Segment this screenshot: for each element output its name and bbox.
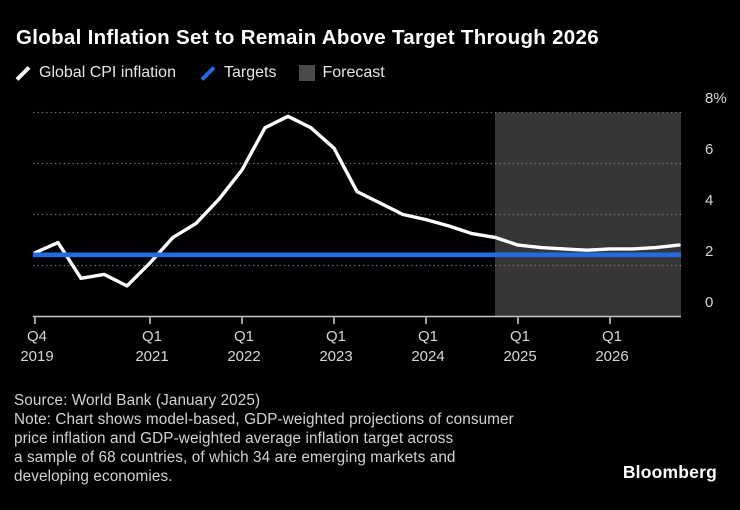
y-tick-label: 2 bbox=[705, 243, 713, 260]
x-tick-quarter-label: Q1 bbox=[510, 328, 530, 345]
legend-item-global-cpi: Global CPI inflation bbox=[14, 64, 176, 82]
note-line: a sample of 68 countries, of which 34 ar… bbox=[14, 449, 456, 466]
legend-label: Global CPI inflation bbox=[39, 64, 176, 81]
x-tick-year-label: 2025 bbox=[503, 348, 536, 365]
source-note: Source: World Bank (January 2025) Note: … bbox=[14, 391, 514, 486]
x-tick-year-label: 2023 bbox=[319, 348, 352, 365]
x-tick-quarter-label: Q1 bbox=[326, 328, 346, 345]
legend-label: Targets bbox=[223, 64, 277, 81]
legend-item-forecast: Forecast bbox=[299, 64, 385, 82]
note-line: developing economies. bbox=[14, 468, 173, 485]
x-tick-quarter-label: Q4 bbox=[27, 328, 47, 345]
legend-item-targets: Targets bbox=[199, 64, 276, 82]
chart-legend: Global CPI inflation Targets Forecast bbox=[14, 62, 385, 84]
x-tick-quarter-label: Q1 bbox=[142, 328, 162, 345]
inflation-line-chart: 8% 6 4 2 0 Q4 2019 Q1 2021 Q1 2022 Q1 2023 Q1 2024 Q1 20… bbox=[20, 90, 727, 365]
forecast-swatch-icon bbox=[299, 65, 316, 81]
x-tick-year-label: 2026 bbox=[595, 348, 628, 365]
y-tick-label: 4 bbox=[705, 192, 713, 209]
y-tick-label: 8% bbox=[705, 90, 727, 107]
bloomberg-logo: Bloomberg bbox=[622, 462, 717, 482]
x-tick-quarter-label: Q1 bbox=[602, 328, 622, 345]
legend-label: Forecast bbox=[322, 64, 385, 81]
note-line: Note: Chart shows model-based, GDP-weigh… bbox=[14, 411, 514, 428]
x-tick-year-label: 2022 bbox=[227, 348, 260, 365]
white-line-swatch-icon bbox=[15, 65, 31, 81]
x-tick-quarter-label: Q1 bbox=[234, 328, 254, 345]
x-tick-year-label: 2019 bbox=[20, 348, 53, 365]
x-tick-year-label: 2021 bbox=[135, 348, 168, 365]
x-tick-year-label: 2024 bbox=[411, 348, 444, 365]
x-tick-quarter-label: Q1 bbox=[418, 328, 438, 345]
y-tick-label: 0 bbox=[705, 294, 713, 311]
chart-title: Global Inflation Set to Remain Above Tar… bbox=[16, 26, 599, 49]
y-tick-label: 6 bbox=[705, 141, 713, 158]
global-cpi-line bbox=[33, 114, 681, 288]
note-line: price inflation and GDP-weighted average… bbox=[14, 430, 454, 447]
source-line: Source: World Bank (January 2025) bbox=[14, 392, 261, 409]
blue-line-swatch-icon bbox=[200, 65, 216, 81]
